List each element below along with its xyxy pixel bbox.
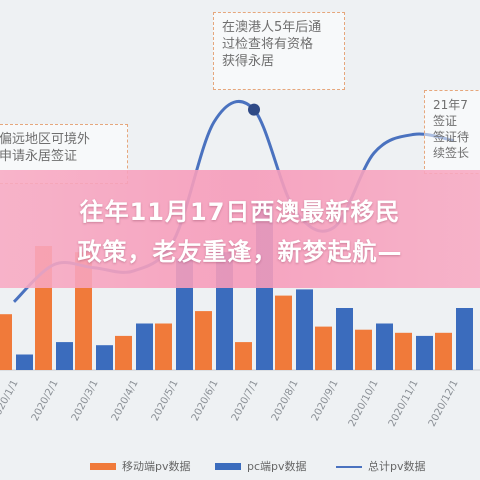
bar-pc (56, 342, 73, 370)
banner-title-line-2: 政策，老友重逢，新梦起航— (77, 238, 403, 266)
bar-pc (296, 289, 313, 370)
legend-item-mobile: 移动端pv数据 (90, 458, 200, 474)
annotation-line: 获得永居 (222, 54, 275, 69)
legend-item-pc: pc端pv数据 (215, 458, 325, 474)
legend-label: 总计pv数据 (368, 460, 426, 473)
legend-swatch (215, 463, 241, 470)
legend-label: pc端pv数据 (247, 460, 307, 473)
x-tick-label: 2020/8/1 (270, 378, 301, 423)
x-tick-label: 2020/12/1 (427, 378, 461, 428)
x-tick-label: 2020/5/1 (150, 378, 181, 423)
x-tick-label: 2020/11/1 (387, 378, 421, 428)
x-tick-label: 2020/6/1 (190, 378, 221, 423)
legend-swatch (90, 463, 116, 470)
annotation-line: 签证 (433, 114, 458, 128)
x-tick-label: 2020/2/1 (30, 378, 61, 423)
bar-mobile (235, 342, 252, 370)
bar-mobile (315, 326, 332, 370)
bar-pc (416, 335, 433, 370)
x-tick-label: 2020/3/1 (70, 378, 101, 423)
bar-pc (96, 345, 113, 370)
bar-mobile (355, 329, 372, 370)
legend-swatch (336, 466, 362, 468)
banner-title-line-1: 往年11月17日西澳最新移民 (79, 198, 401, 226)
bar-pc (456, 308, 473, 370)
annotation-line: 签证待 (433, 130, 470, 144)
bar-mobile (155, 323, 172, 370)
annotation-line: 申请永居签证 (0, 149, 78, 164)
bar-pc (376, 323, 393, 370)
annotation-line: 在澳港人5年后通 (222, 20, 322, 35)
annotation-visa: 21年7 签证 签证待 续签长 (424, 90, 480, 174)
peak-marker (248, 103, 260, 116)
bar-mobile (195, 311, 212, 370)
bar-mobile (395, 332, 412, 370)
bar-pc (136, 323, 153, 370)
legend-item-total: 总计pv数据 (336, 458, 446, 474)
chart-legend: 移动端pv数据 pc端pv数据 总计pv数据 (0, 452, 480, 480)
legend-label: 移动端pv数据 (122, 460, 191, 473)
x-tick-label: 2020/7/1 (230, 378, 261, 423)
bar-pc (336, 308, 353, 370)
bar-mobile (275, 295, 292, 370)
annotation-hk-residency: 在澳港人5年后通 过检查将有资格 获得永居 (213, 12, 345, 90)
x-tick-label: 2020/9/1 (310, 378, 341, 423)
annotation-line: 过检查将有资格 (222, 37, 314, 52)
annotation-line: 偏远地区可境外 (0, 132, 91, 147)
x-tick-label: 2020/1/1 (0, 378, 21, 423)
annotation-line: 21年7 (433, 98, 468, 112)
x-tick-label: 2020/10/1 (347, 378, 381, 428)
bar-pc (16, 354, 33, 370)
bar-mobile (0, 314, 12, 370)
annotation-line: 续签长 (433, 146, 470, 160)
title-banner: 往年11月17日西澳最新移民 政策，老友重逢，新梦起航— (0, 170, 480, 288)
bar-mobile (115, 335, 132, 370)
x-tick-label: 2020/4/1 (110, 378, 141, 423)
bar-mobile (435, 332, 452, 370)
